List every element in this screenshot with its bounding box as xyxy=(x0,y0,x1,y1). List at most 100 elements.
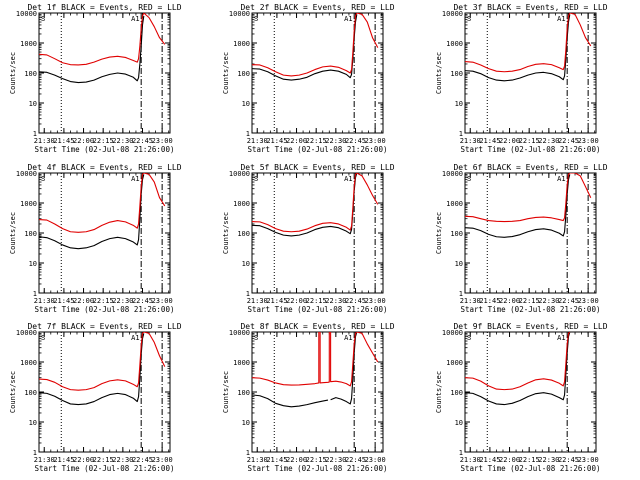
plot-frame xyxy=(38,331,171,453)
x-tick-label: 21:30 xyxy=(460,297,481,305)
series-line-events xyxy=(39,333,145,406)
x-tick-label: 22:15 xyxy=(306,456,327,464)
corner-label-left: S xyxy=(467,175,471,183)
chart-panel-9: Det 9f BLACK = Events, RED = LLD S A1 1 10 10… xyxy=(435,322,608,473)
x-tick-label: 22:00 xyxy=(73,456,94,464)
y-tick-label: 1 xyxy=(459,130,463,138)
x-tick-label: 21:30 xyxy=(34,456,55,464)
y-tick-label: 10 xyxy=(242,100,250,108)
y-tick-label: 100 xyxy=(24,389,37,397)
y-tick-label: 1000 xyxy=(446,200,463,208)
y-tick-label: 100 xyxy=(237,389,250,397)
chart-title: Det 7f BLACK = Events, RED = LLD xyxy=(27,322,181,331)
x-tick-label: 21:45 xyxy=(479,137,500,145)
x-tick-label: 22:45 xyxy=(345,456,366,464)
y-tick-label: 10000 xyxy=(229,170,250,178)
x-tick-label: 22:15 xyxy=(519,456,540,464)
y-tick-label: 1 xyxy=(33,449,37,457)
y-axis-label: Counts/sec xyxy=(9,371,17,413)
x-tick-label: 22:30 xyxy=(112,137,133,145)
x-tick-label: 21:45 xyxy=(53,297,74,305)
y-tick-label: 1 xyxy=(33,130,37,138)
chart-title: Det 8f BLACK = Events, RED = LLD xyxy=(240,322,394,331)
chart-panel-1: Det 1f BLACK = Events, RED = LLD S A1 1 10 10… xyxy=(9,3,182,154)
y-tick-label: 1000 xyxy=(233,359,250,367)
x-tick-label: 22:30 xyxy=(538,137,559,145)
y-tick-label: 1 xyxy=(246,449,250,457)
x-tick-label: 22:00 xyxy=(499,456,520,464)
chart-panel-8: Det 8f BLACK = Events, RED = LLD S A1 1 10 10… xyxy=(222,322,395,473)
series-line-events xyxy=(465,14,571,82)
series-line-events xyxy=(465,332,571,406)
x-tick-label: 22:30 xyxy=(112,297,133,305)
x-tick-label: 21:45 xyxy=(266,137,287,145)
x-tick-label: 23:00 xyxy=(578,137,599,145)
plot-frame xyxy=(38,172,171,294)
corner-label-right: A1 xyxy=(557,175,565,183)
x-tick-label: 21:30 xyxy=(247,297,268,305)
x-tick-label: 22:15 xyxy=(519,137,540,145)
y-tick-label: 100 xyxy=(237,70,250,78)
chart-panel-4: Det 4f BLACK = Events, RED = LLD S A1 1 10 10… xyxy=(9,163,182,314)
y-axis-label: Counts/sec xyxy=(9,212,17,254)
x-tick-label: 22:45 xyxy=(345,137,366,145)
y-tick-label: 1000 xyxy=(20,40,37,48)
x-tick-label: 22:45 xyxy=(132,456,153,464)
series-line-lld xyxy=(39,332,166,391)
y-tick-label: 10000 xyxy=(442,170,463,178)
x-tick-label: 22:45 xyxy=(558,456,579,464)
series-line-events xyxy=(39,174,145,250)
x-tick-label: 22:30 xyxy=(325,137,346,145)
y-tick-label: 100 xyxy=(237,230,250,238)
y-tick-label: 10 xyxy=(29,260,37,268)
y-axis-label: Counts/sec xyxy=(222,212,230,254)
x-tick-label: 21:30 xyxy=(460,456,481,464)
y-tick-label: 1000 xyxy=(233,40,250,48)
x-axis-label: Start Time (02-Jul-08 21:26:00) xyxy=(248,305,388,314)
x-axis-label: Start Time (02-Jul-08 21:26:00) xyxy=(248,145,388,154)
series-line-events xyxy=(39,15,145,84)
x-axis-label: Start Time (02-Jul-08 21:26:00) xyxy=(35,305,175,314)
x-tick-label: 22:15 xyxy=(306,297,327,305)
plot-area xyxy=(39,332,166,406)
y-tick-label: 1000 xyxy=(446,359,463,367)
y-tick-label: 10000 xyxy=(229,329,250,337)
plot-area xyxy=(39,173,166,250)
x-tick-label: 21:45 xyxy=(53,137,74,145)
x-axis-label: Start Time (02-Jul-08 21:26:00) xyxy=(35,464,175,473)
x-tick-label: 22:30 xyxy=(112,456,133,464)
chart-panel-3: Det 3f BLACK = Events, RED = LLD S A1 1 10 10… xyxy=(435,3,608,154)
corner-label-left: S xyxy=(254,175,258,183)
chart-title: Det 6f BLACK = Events, RED = LLD xyxy=(453,163,607,172)
corner-label-left: S xyxy=(254,334,258,342)
x-tick-label: 21:30 xyxy=(460,137,481,145)
corner-label-left: S xyxy=(467,15,471,23)
x-tick-label: 21:45 xyxy=(479,297,500,305)
y-tick-label: 100 xyxy=(450,230,463,238)
y-axis-label: Counts/sec xyxy=(9,52,17,94)
plot-area xyxy=(252,332,379,408)
y-tick-label: 100 xyxy=(24,70,37,78)
x-tick-label: 23:00 xyxy=(578,456,599,464)
x-tick-label: 23:00 xyxy=(365,137,386,145)
x-tick-label: 22:30 xyxy=(325,456,346,464)
x-tick-label: 21:45 xyxy=(266,297,287,305)
x-tick-label: 21:30 xyxy=(247,137,268,145)
series-line-lld xyxy=(465,332,571,391)
series-line-lld xyxy=(39,13,166,66)
x-axis-label: Start Time (02-Jul-08 21:26:00) xyxy=(461,145,601,154)
series-line-lld xyxy=(465,13,592,73)
y-tick-label: 10000 xyxy=(16,10,37,18)
x-tick-label: 22:15 xyxy=(93,137,114,145)
x-tick-label: 21:30 xyxy=(34,297,55,305)
plot-area xyxy=(252,13,379,81)
corner-label-left: S xyxy=(467,334,471,342)
y-axis-label: Counts/sec xyxy=(435,371,443,413)
y-tick-label: 10 xyxy=(242,419,250,427)
x-tick-label: 23:00 xyxy=(578,297,599,305)
x-tick-label: 22:00 xyxy=(499,297,520,305)
x-tick-label: 23:00 xyxy=(152,297,173,305)
y-tick-label: 1 xyxy=(459,449,463,457)
x-tick-label: 22:45 xyxy=(345,297,366,305)
series-line-lld xyxy=(252,173,379,233)
